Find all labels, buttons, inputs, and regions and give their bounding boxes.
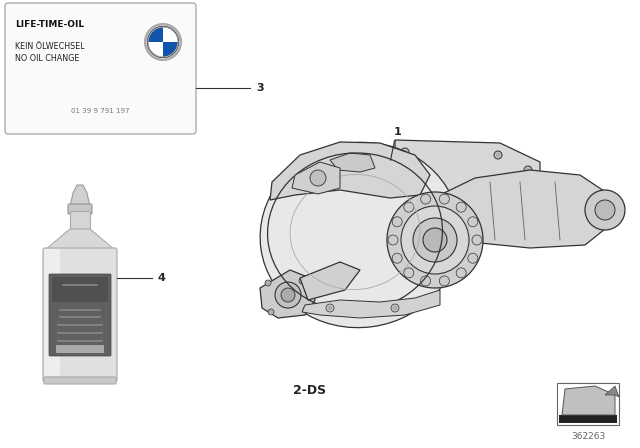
FancyBboxPatch shape — [44, 249, 60, 376]
Circle shape — [439, 276, 449, 286]
Circle shape — [420, 276, 431, 286]
Circle shape — [413, 218, 457, 262]
Circle shape — [456, 202, 466, 212]
Circle shape — [392, 217, 402, 227]
Polygon shape — [70, 185, 90, 207]
FancyBboxPatch shape — [5, 3, 196, 134]
Circle shape — [472, 235, 482, 245]
FancyBboxPatch shape — [68, 204, 92, 214]
Polygon shape — [440, 170, 610, 248]
Wedge shape — [148, 42, 163, 57]
Circle shape — [281, 288, 295, 302]
Polygon shape — [330, 153, 375, 172]
Polygon shape — [562, 386, 615, 415]
Circle shape — [456, 228, 464, 236]
Circle shape — [526, 168, 530, 172]
Polygon shape — [605, 386, 619, 397]
Polygon shape — [270, 142, 430, 200]
Circle shape — [403, 150, 407, 154]
Text: 2-DS: 2-DS — [293, 383, 326, 396]
Circle shape — [595, 200, 615, 220]
Circle shape — [456, 268, 466, 278]
FancyBboxPatch shape — [49, 274, 111, 356]
Text: 362263: 362263 — [571, 432, 605, 441]
Text: 1: 1 — [394, 127, 402, 137]
Circle shape — [404, 202, 414, 212]
Polygon shape — [45, 229, 115, 250]
Polygon shape — [260, 270, 315, 318]
Circle shape — [303, 307, 309, 313]
Circle shape — [401, 148, 409, 156]
Circle shape — [268, 309, 274, 315]
FancyBboxPatch shape — [44, 377, 116, 384]
Circle shape — [523, 226, 527, 230]
Circle shape — [328, 306, 332, 310]
Circle shape — [387, 192, 483, 288]
Circle shape — [521, 224, 529, 232]
FancyBboxPatch shape — [56, 345, 104, 353]
Circle shape — [494, 151, 502, 159]
Circle shape — [585, 190, 625, 230]
Circle shape — [393, 306, 397, 310]
Circle shape — [423, 228, 447, 252]
Circle shape — [468, 217, 478, 227]
Text: NO OIL CHANGE: NO OIL CHANGE — [15, 54, 79, 63]
Polygon shape — [292, 162, 340, 194]
Text: 01 39 9 791 197: 01 39 9 791 197 — [71, 108, 129, 114]
Polygon shape — [395, 140, 540, 240]
Circle shape — [391, 304, 399, 312]
Circle shape — [401, 206, 469, 274]
Circle shape — [265, 280, 271, 286]
Circle shape — [524, 166, 532, 174]
Circle shape — [388, 235, 398, 245]
Text: 3: 3 — [256, 83, 264, 93]
FancyBboxPatch shape — [52, 277, 108, 302]
Circle shape — [392, 253, 402, 263]
Polygon shape — [300, 262, 360, 300]
Circle shape — [458, 230, 462, 234]
Circle shape — [275, 282, 301, 308]
FancyBboxPatch shape — [557, 383, 619, 425]
Polygon shape — [302, 290, 440, 318]
Text: LIFE-TIME-OIL: LIFE-TIME-OIL — [15, 20, 84, 29]
Circle shape — [404, 268, 414, 278]
Circle shape — [496, 153, 500, 157]
FancyBboxPatch shape — [43, 248, 117, 382]
Wedge shape — [148, 27, 163, 42]
Circle shape — [468, 253, 478, 263]
Circle shape — [299, 278, 305, 284]
Text: 4: 4 — [157, 273, 165, 283]
FancyBboxPatch shape — [70, 211, 90, 229]
Circle shape — [147, 26, 179, 58]
Text: KEIN ÖLWECHSEL: KEIN ÖLWECHSEL — [15, 42, 84, 51]
Circle shape — [420, 194, 431, 204]
Ellipse shape — [260, 142, 460, 327]
Circle shape — [310, 170, 326, 186]
FancyBboxPatch shape — [559, 415, 617, 423]
Circle shape — [326, 304, 334, 312]
Wedge shape — [163, 42, 178, 57]
Wedge shape — [163, 27, 178, 42]
Circle shape — [145, 24, 181, 60]
Circle shape — [439, 194, 449, 204]
